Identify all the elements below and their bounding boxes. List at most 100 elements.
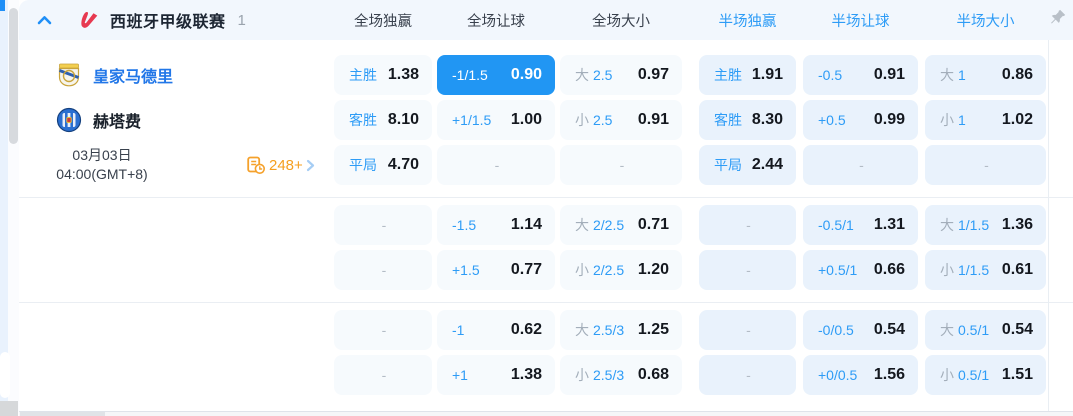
odds-label: +1/1.5 (452, 112, 492, 128)
empty-odds: - (984, 157, 989, 173)
odds-cell[interactable]: 小 1 1.02 (925, 100, 1046, 140)
column-header-full-win: 全场独赢 (354, 13, 412, 30)
odds-cell[interactable]: 大 2.5/3 1.25 (560, 310, 682, 350)
odds-cell: - (699, 205, 796, 245)
right-divider (1048, 40, 1049, 411)
odds-value: 0.66 (873, 261, 905, 278)
odds-cell: - (925, 145, 1046, 185)
odds-cell[interactable]: +1/1.5 1.00 (437, 100, 555, 140)
odds-cell: - (699, 250, 796, 290)
odds-body: 皇家马德里 主胜 1.38 -1/1.5 0.90 大 2.5 0.97 主胜 1.91 -0.5… (19, 40, 1073, 395)
odds-cell[interactable]: -1.5 1.14 (437, 205, 555, 245)
odds-cell[interactable]: -1 0.62 (437, 310, 555, 350)
over-under-label: 大 (940, 322, 954, 338)
odds-cell[interactable]: 客胜 8.10 (334, 100, 432, 140)
total-line-value: 1/1.5 (958, 262, 990, 278)
team-cell-home: 皇家马德里 (19, 55, 334, 95)
odds-cell[interactable]: 大 2.5 0.97 (560, 55, 682, 95)
total-line: 大 1/1.5 (940, 215, 989, 235)
odds-value: 0.54 (873, 321, 905, 338)
scrollbar-corner (0, 401, 18, 416)
over-under-label: 大 (575, 322, 589, 338)
league-match-count: 1 (237, 11, 246, 29)
empty-odds: - (381, 217, 387, 233)
odds-cell[interactable]: 小 0.5/1 1.51 (925, 355, 1046, 395)
empty-odds: - (381, 367, 387, 383)
league-name: 西班牙甲级联赛 (110, 14, 226, 31)
laliga-logo-icon (78, 10, 99, 30)
odds-cell[interactable]: +0/0.5 1.56 (803, 355, 918, 395)
team-cell-empty (19, 205, 334, 245)
odds-value: 0.90 (510, 66, 542, 83)
odds-cell[interactable]: +0.5/1 0.66 (803, 250, 918, 290)
away-team-name[interactable]: 赫塔费 (93, 114, 142, 131)
odds-cell[interactable]: +1.5 0.77 (437, 250, 555, 290)
odds-cell[interactable]: 平局 2.44 (699, 145, 796, 185)
odds-label: -1.5 (452, 217, 477, 233)
empty-odds: - (746, 322, 751, 338)
odds-row: - +1 1.38 小 2.5/3 0.68- +0/0.5 1.56 小 0.5/1 1.51 (19, 355, 1073, 395)
odds-cell[interactable]: -1/1.5 0.90 (437, 55, 555, 95)
odds-cell[interactable]: 主胜 1.38 (334, 55, 432, 95)
odds-cell[interactable]: 大 0.5/1 0.54 (925, 310, 1046, 350)
empty-odds: - (494, 157, 500, 173)
odds-cell[interactable]: 主胜 1.91 (699, 55, 796, 95)
odds-row: 03月03日 04:00(GMT+8) 248+ 平局 4.70 - - 平局 2.44 -… (19, 145, 1073, 185)
odds-label: 平局 (349, 157, 377, 173)
odds-cell[interactable]: -0/0.5 0.54 (803, 310, 918, 350)
bottom-divider (19, 411, 1073, 412)
over-under-label: 小 (940, 367, 954, 383)
odds-cell[interactable]: +0.5 0.99 (803, 100, 918, 140)
column-header-full-handicap: 全场让球 (467, 13, 525, 30)
horizontal-scrollbar-thumb[interactable] (20, 412, 105, 416)
odds-value: 0.91 (637, 111, 669, 128)
home-team-name[interactable]: 皇家马德里 (93, 69, 174, 86)
odds-row: - +1.5 0.77 小 2/2.5 1.20- +0.5/1 0.66 小 1/1.5 0.61 (19, 250, 1073, 290)
total-line-value: 0.5/1 (958, 322, 990, 338)
column-header-full-total: 全场大小 (592, 13, 650, 30)
total-line-value: 1/1.5 (958, 217, 990, 233)
total-line-value: 1 (958, 67, 966, 83)
pin-icon[interactable] (1050, 9, 1066, 30)
group-divider (19, 197, 1073, 198)
over-under-label: 小 (940, 112, 954, 128)
odds-value: 2.44 (751, 156, 783, 173)
over-under-label: 大 (940, 217, 954, 233)
odds-cell[interactable]: 大 1/1.5 1.36 (925, 205, 1046, 245)
odds-cell[interactable]: 大 2/2.5 0.71 (560, 205, 682, 245)
odds-cell[interactable]: 小 2.5 0.91 (560, 100, 682, 140)
team-cell-away: 赫塔费 (19, 100, 334, 140)
odds-label: -1 (452, 322, 465, 338)
odds-cell[interactable]: 小 2.5/3 0.68 (560, 355, 682, 395)
odds-value: 0.91 (873, 66, 905, 83)
odds-label: +0.5 (818, 112, 846, 128)
total-line-value: 2.5 (593, 67, 613, 83)
over-under-label: 大 (575, 217, 589, 233)
odds-cell[interactable]: 大 1 0.86 (925, 55, 1046, 95)
vertical-scrollbar (8, 0, 19, 416)
odds-cell: - (699, 355, 796, 395)
collapse-chevron-up-icon[interactable] (37, 15, 52, 25)
odds-cell[interactable]: 平局 4.70 (334, 145, 432, 185)
kickoff-time: 03月03日 04:00(GMT+8) (27, 146, 177, 184)
odds-label: -0/0.5 (818, 322, 854, 338)
odds-value: 1.38 (387, 66, 419, 83)
match-info-row: 03月03日 04:00(GMT+8) 248+ (19, 146, 334, 184)
odds-label: 客胜 (349, 112, 377, 128)
odds-cell[interactable]: -0.5 0.91 (803, 55, 918, 95)
odds-cell[interactable]: -0.5/1 1.31 (803, 205, 918, 245)
odds-cell: - (334, 310, 432, 350)
more-markets-button[interactable]: 248+ (247, 156, 315, 174)
column-header-half-handicap: 半场让球 (831, 13, 890, 30)
odds-label: 平局 (714, 157, 742, 173)
odds-cell[interactable]: +1 1.38 (437, 355, 555, 395)
odds-cell[interactable]: 小 2/2.5 1.20 (560, 250, 682, 290)
odds-value: 0.62 (510, 321, 542, 338)
over-under-label: 大 (940, 67, 954, 83)
total-line-value: 2.5/3 (593, 322, 625, 338)
odds-value: 1.02 (1001, 111, 1033, 128)
vertical-scrollbar-thumb[interactable] (9, 8, 18, 144)
odds-cell[interactable]: 客胜 8.30 (699, 100, 796, 140)
odds-cell[interactable]: 小 1/1.5 0.61 (925, 250, 1046, 290)
